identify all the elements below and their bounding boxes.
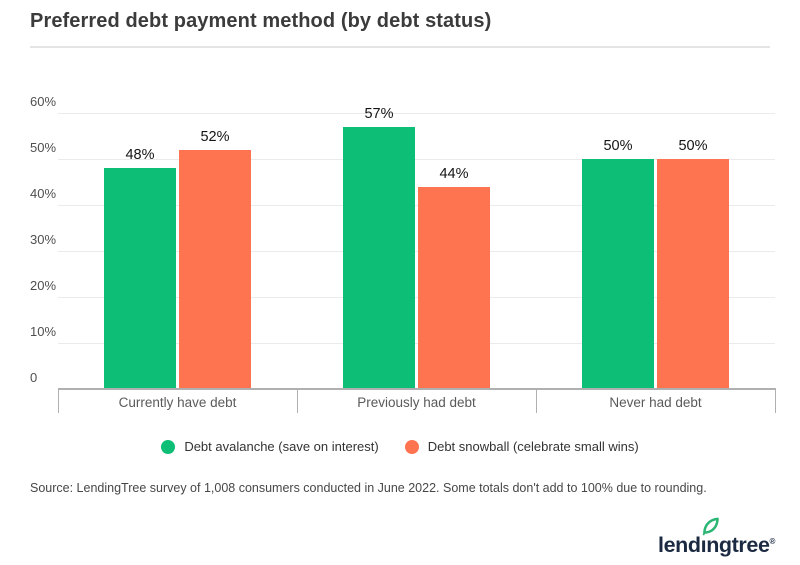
y-axis-tick-label: 20% bbox=[30, 278, 57, 293]
bar-value-label: 48% bbox=[125, 147, 155, 164]
x-axis-tick bbox=[775, 389, 776, 413]
y-axis-tick-label: 60% bbox=[30, 94, 57, 109]
chart-title: Preferred debt payment method (by debt s… bbox=[30, 10, 492, 32]
bar-value-label: 52% bbox=[200, 128, 230, 145]
title-divider bbox=[30, 46, 770, 48]
bar-snowball bbox=[657, 159, 729, 389]
y-axis-tick-label: 50% bbox=[30, 140, 57, 155]
leaf-icon bbox=[702, 517, 719, 536]
y-axis-tick-label: 0 bbox=[30, 370, 38, 385]
bar-avalanche bbox=[104, 168, 176, 389]
legend-dot-icon bbox=[161, 439, 176, 454]
legend-item-snowball: Debt snowball (celebrate small wins) bbox=[404, 439, 639, 454]
x-axis-tick bbox=[297, 389, 298, 413]
x-axis-category-label: Previously had debt bbox=[357, 395, 476, 410]
y-axis-tick-label: 30% bbox=[30, 232, 57, 247]
legend-label: Debt snowball (celebrate small wins) bbox=[427, 439, 639, 454]
bar-snowball bbox=[179, 149, 251, 389]
x-axis-category-label: Currently have debt bbox=[118, 395, 237, 410]
chart-legend: Debt avalanche (save on interest) Debt sn… bbox=[0, 439, 800, 454]
gridline bbox=[58, 158, 775, 160]
lendingtree-wordmark: lendıngtree® bbox=[658, 517, 776, 560]
gridline bbox=[58, 204, 775, 206]
bar-snowball bbox=[418, 186, 490, 389]
legend-item-avalanche: Debt avalanche (save on interest) bbox=[161, 439, 379, 454]
y-axis-tick-label: 40% bbox=[30, 186, 57, 201]
logo-text-dotless-i: ı bbox=[700, 533, 707, 558]
legend-label: Debt avalanche (save on interest) bbox=[184, 439, 379, 454]
x-axis-tick bbox=[58, 389, 59, 413]
x-axis-category-label: Never had debt bbox=[609, 395, 702, 410]
x-axis-line bbox=[58, 388, 776, 390]
bar-value-label: 50% bbox=[678, 138, 708, 154]
y-axis-tick-label: 10% bbox=[30, 324, 57, 339]
logo-text-suffix: ngtree bbox=[706, 533, 770, 558]
bar-avalanche bbox=[343, 126, 415, 389]
gridline bbox=[58, 342, 775, 344]
gridline bbox=[58, 250, 775, 252]
logo-text-prefix: lend bbox=[658, 533, 701, 558]
bar-avalanche bbox=[582, 159, 654, 389]
gridline bbox=[58, 112, 775, 114]
lendingtree-logo: lendıngtree® bbox=[658, 517, 776, 561]
gridline bbox=[58, 296, 775, 298]
registered-mark: ® bbox=[769, 537, 776, 546]
bar-value-label: 44% bbox=[439, 165, 469, 182]
source-note: Source: LendingTree survey of 1,008 cons… bbox=[30, 481, 707, 495]
bar-value-label: 57% bbox=[364, 105, 394, 122]
legend-dot-icon bbox=[404, 439, 419, 454]
bar-value-label: 50% bbox=[603, 138, 633, 154]
x-axis-tick bbox=[536, 389, 537, 413]
